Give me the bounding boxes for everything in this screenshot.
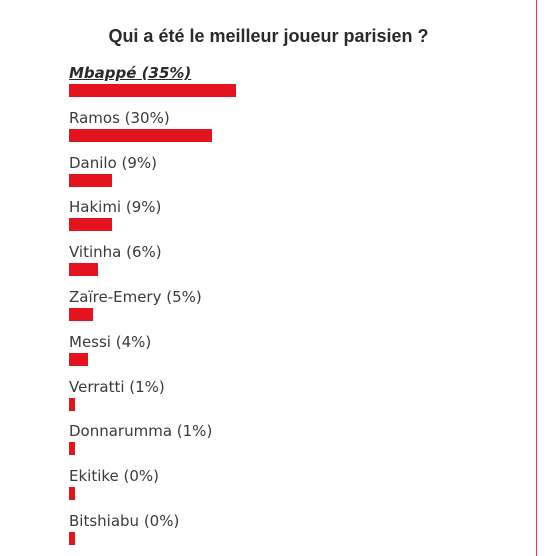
poll-options-list: Mbappé (35%) Ramos (30%) Danilo (9%) Hakimi… — [69, 63, 529, 556]
poll-result-bar — [69, 487, 75, 501]
poll-result-bar — [69, 128, 212, 142]
poll-option-label: Hakimi (9%) — [69, 198, 162, 217]
poll-option-label: Danilo (9%) — [69, 153, 158, 172]
poll-option[interactable]: Ramos (30%) — [69, 108, 529, 153]
poll-result-bar — [69, 218, 112, 232]
poll-title: Qui a été le meilleur joueur parisien ? — [108, 26, 429, 46]
poll-option-label: Ramos (30%) — [69, 108, 170, 127]
poll-option-label: Verratti (1%) — [69, 377, 165, 396]
poll-option[interactable]: Mbappé (35%) — [69, 63, 529, 108]
poll-option[interactable]: Messi (4%) — [69, 332, 529, 377]
poll-option[interactable]: Hakimi (9%) — [69, 197, 529, 242]
poll-option[interactable]: Verratti (1%) — [69, 377, 529, 422]
poll-option[interactable]: Ekitike (0%) — [69, 466, 529, 511]
poll-result-bar — [69, 173, 112, 187]
poll-result-bar — [69, 531, 75, 545]
poll-result-bar — [69, 263, 98, 277]
poll-result-bar — [69, 84, 236, 97]
poll-option-label: Mbappé (35%) — [69, 64, 192, 82]
poll-option[interactable]: Danilo (9%) — [69, 153, 529, 198]
poll-result-bar — [69, 307, 93, 321]
poll-option-label: Bitshiabu (0%) — [69, 511, 180, 530]
poll-option[interactable]: Donnarumma (1%) — [69, 421, 529, 466]
poll-option-label: Messi (4%) — [69, 332, 152, 351]
poll-option[interactable]: Bitshiabu (0%) — [69, 511, 529, 556]
poll-option[interactable]: Vitinha (6%) — [69, 242, 529, 287]
poll-option[interactable]: Zaïre-Emery (5%) — [69, 287, 529, 332]
poll-option-label: Zaïre-Emery (5%) — [69, 287, 202, 306]
poll-option-label: Ekitike (0%) — [69, 467, 160, 486]
poll-result-bar — [69, 442, 75, 456]
poll-option-label: Vitinha (6%) — [69, 243, 162, 262]
poll-result-bar — [69, 352, 88, 366]
poll-option-label: Donnarumma (1%) — [69, 422, 213, 441]
poll-result-bar — [69, 397, 75, 411]
